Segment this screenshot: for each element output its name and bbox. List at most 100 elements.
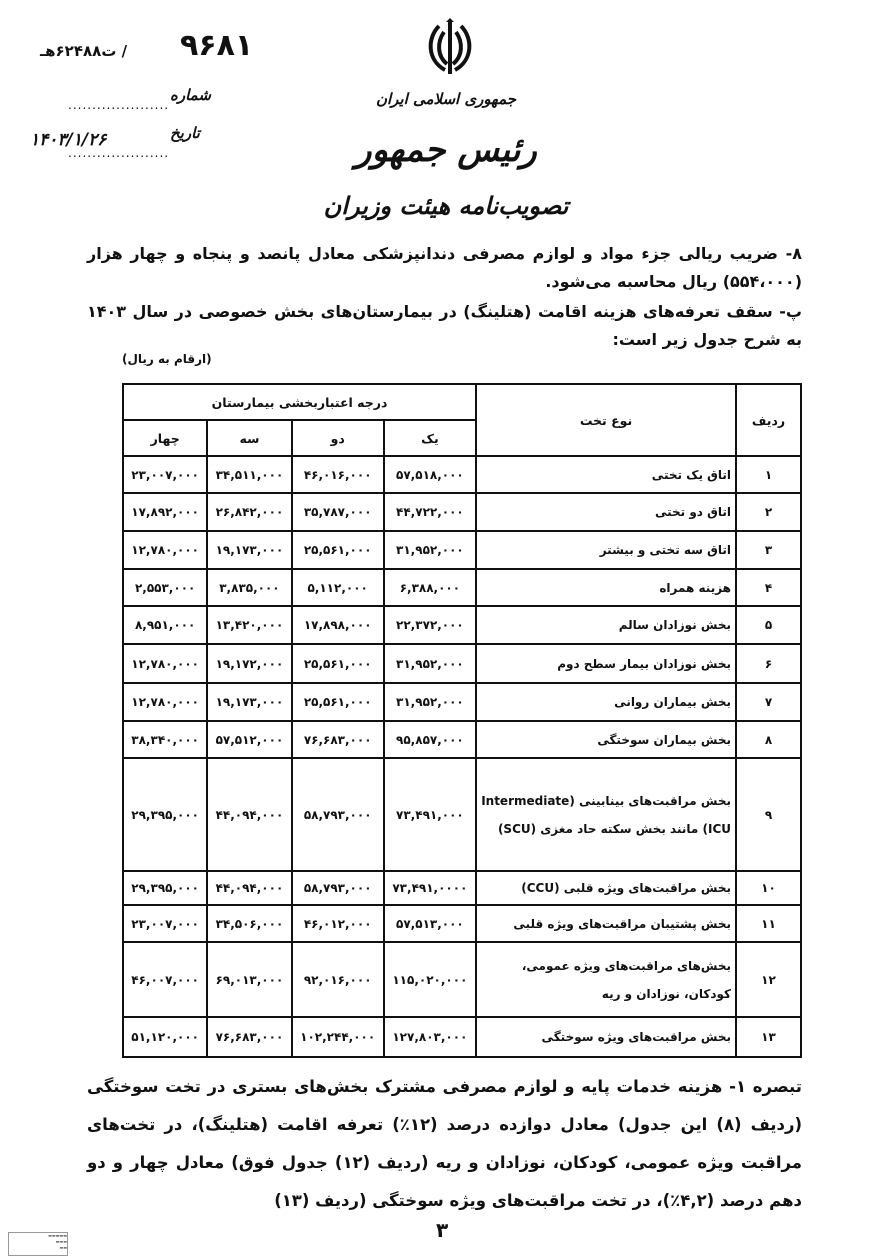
table-row: ۵ بخش نوزادان سالم ۲۲,۳۷۲,۰۰۰ ۱۷,۸۹۸,۰۰۰ ۱۳,…	[121, 605, 802, 645]
row-number: ۱۰	[735, 870, 802, 906]
bed-type: بخش بیماران روانی	[475, 682, 737, 722]
tariff-grade-3: ۴۴,۰۹۴,۰۰۰	[206, 757, 293, 872]
note-1: تبصره ۱- هزینه خدمات پایه و لوازم مصرفی …	[87, 1077, 802, 1210]
stamp-icon: ▬▬▬▬▬ ▬▬▬ ▬▬	[8, 1232, 68, 1256]
number-label: شماره	[170, 86, 211, 104]
clause-b: پ- سقف تعرفه‌های هزینه اقامت (هتلینگ) در…	[87, 302, 802, 349]
unit-note: (ارقام به ریال)	[122, 352, 212, 366]
row-number: ۳	[735, 530, 802, 570]
tariff-grade-3: ۴۴,۰۹۴,۰۰۰	[206, 870, 293, 906]
tariff-grade-2: ۷۶,۶۸۳,۰۰۰	[290, 720, 385, 759]
col-header-grade-3: سه	[206, 419, 293, 457]
col-header-grade-2: دو	[290, 419, 385, 457]
tariff-grade-1: ۷۳,۴۹۱,۰۰۰	[382, 757, 478, 872]
tariff-grade-4: ۲۳,۰۰۷,۰۰۰	[121, 455, 209, 494]
col-header-grade-1: یک	[382, 419, 478, 457]
tariff-grade-2: ۳۵,۷۸۷,۰۰۰	[290, 492, 385, 532]
row-number: ۹	[735, 757, 802, 872]
table-row: ۱۱ بخش پشتیبان مراقبت‌های ویژه قلبی ۵۷,۵۱۳…	[121, 904, 802, 943]
bed-type: بخش‌های مراقبت‌های ویژه عمومی، کودکان، ن…	[475, 941, 737, 1018]
tariff-grade-4: ۱۷,۸۹۲,۰۰۰	[121, 492, 209, 532]
bed-type: بخش مراقبت‌های ویژه سوختگی	[475, 1016, 737, 1058]
tariff-grade-1: ۷۳,۴۹۱,۰۰۰۰	[382, 870, 478, 906]
tariff-grade-2: ۴۶,۰۱۶,۰۰۰	[290, 455, 385, 494]
letter-number: ۹۶۸۱	[180, 28, 254, 63]
bed-type: بخش مراقبت‌های ویژه قلبی (CCU)	[475, 870, 737, 906]
table-row: ۳ اتاق سه تختی و بیشتر ۳۱,۹۵۲,۰۰۰ ۲۵,۵۶۱,۰۰…	[121, 530, 802, 570]
bed-type: بخش بیماران سوختگی	[475, 720, 737, 759]
bed-type: بخش مراقبت‌های بینابینی (Intermediate IC…	[475, 757, 737, 872]
number-dots: .....................	[68, 98, 170, 112]
tariff-grade-3: ۲۶,۸۴۲,۰۰۰	[206, 492, 293, 532]
tariff-grade-4: ۲۹,۳۹۵,۰۰۰	[121, 757, 209, 872]
col-header-grade-group: درجه اعتباربخشی بیمارستان	[122, 383, 477, 421]
bed-type: اتاق سه تختی و بیشتر	[475, 530, 737, 570]
table-row: ۶ بخش نوزادان بیمار سطح دوم ۳۱,۹۵۲,۰۰۰ ۲۵,۵…	[121, 643, 802, 684]
tariff-grade-2: ۲۵,۵۶۱,۰۰۰	[290, 530, 385, 570]
tariff-grade-3: ۳۴,۵۰۶,۰۰۰	[206, 904, 293, 943]
tariff-grade-3: ۳۴,۵۱۱,۰۰۰	[206, 455, 293, 494]
tariff-grade-2: ۲۵,۵۶۱,۰۰۰	[290, 643, 385, 684]
country-name: جمهوری اسلامی ایران	[375, 90, 517, 108]
tariff-grade-1: ۱۲۷,۸۰۳,۰۰۰	[382, 1016, 478, 1058]
tariff-grade-1: ۳۱,۹۵۲,۰۰۰	[382, 682, 478, 722]
table-row: ۲ اتاق دو تختی ۴۴,۷۲۲,۰۰۰ ۳۵,۷۸۷,۰۰۰ ۲۶,۸۴۲,…	[121, 492, 802, 532]
tariff-grade-3: ۳,۸۳۵,۰۰۰	[206, 568, 293, 607]
table-row: ۷ بخش بیماران روانی ۳۱,۹۵۲,۰۰۰ ۲۵,۵۶۱,۰۰۰ ۱۹…	[121, 682, 802, 722]
tariff-grade-1: ۱۱۵,۰۲۰,۰۰۰	[382, 941, 478, 1018]
bed-type: اتاق دو تختی	[475, 492, 737, 532]
tariff-grade-3: ۵۷,۵۱۲,۰۰۰	[206, 720, 293, 759]
tariff-grade-4: ۴۶,۰۰۷,۰۰۰	[121, 941, 209, 1018]
tariff-grade-3: ۷۶,۶۸۳,۰۰۰	[206, 1016, 293, 1058]
bed-type: اتاق یک تختی	[475, 455, 737, 494]
tariff-grade-2: ۵,۱۱۲,۰۰۰	[290, 568, 385, 607]
tariff-grade-2: ۵۸,۷۹۳,۰۰۰	[290, 870, 385, 906]
tariff-grade-4: ۱۲,۷۸۰,۰۰۰	[121, 643, 209, 684]
tariff-grade-2: ۹۲,۰۱۶,۰۰۰	[290, 941, 385, 1018]
bed-type: هزینه همراه	[475, 568, 737, 607]
table-row: ۱ اتاق یک تختی ۵۷,۵۱۸,۰۰۰ ۴۶,۰۱۶,۰۰۰ ۳۴,۵۱۱,…	[121, 455, 802, 494]
tariff-grade-3: ۱۹,۱۷۳,۰۰۰	[206, 682, 293, 722]
row-number: ۱۳	[735, 1016, 802, 1058]
clause-8: ۸- ضریب ریالی جزء مواد و لوازم مصرفی دند…	[87, 244, 802, 291]
bed-type: بخش نوزادان سالم	[475, 605, 737, 645]
date-label: تاریخ	[170, 124, 200, 142]
row-number: ۱۲	[735, 941, 802, 1018]
tariff-grade-4: ۱۲,۷۸۰,۰۰۰	[121, 682, 209, 722]
iran-emblem-icon	[428, 18, 472, 74]
tariff-grade-1: ۵۷,۵۱۳,۰۰۰	[382, 904, 478, 943]
tariff-grade-4: ۳۸,۳۴۰,۰۰۰	[121, 720, 209, 759]
tariff-grade-4: ۲۳,۰۰۷,۰۰۰	[121, 904, 209, 943]
tariff-grade-1: ۹۵,۸۵۷,۰۰۰	[382, 720, 478, 759]
tariff-grade-3: ۱۹,۱۷۲,۰۰۰	[206, 643, 293, 684]
page-number: ۳	[436, 1218, 449, 1242]
tariff-grade-2: ۱۰۲,۲۴۴,۰۰۰	[290, 1016, 385, 1058]
bed-type: بخش پشتیبان مراقبت‌های ویژه قلبی	[475, 904, 737, 943]
row-number: ۱۱	[735, 904, 802, 943]
tariff-grade-1: ۲۲,۳۷۲,۰۰۰	[382, 605, 478, 645]
col-header-grade-4: چهار	[121, 419, 209, 457]
row-number: ۷	[735, 682, 802, 722]
tariff-grade-4: ۲,۵۵۳,۰۰۰	[121, 568, 209, 607]
col-header-row: ردیف	[735, 383, 802, 457]
tariff-grade-2: ۴۶,۰۱۲,۰۰۰	[290, 904, 385, 943]
row-number: ۶	[735, 643, 802, 684]
row-number: ۴	[735, 568, 802, 607]
tariff-grade-1: ۶,۳۸۸,۰۰۰	[382, 568, 478, 607]
tariff-grade-3: ۱۳,۴۲۰,۰۰۰	[206, 605, 293, 645]
tariff-grade-4: ۱۲,۷۸۰,۰۰۰	[121, 530, 209, 570]
table-row: ۱۲ بخش‌های مراقبت‌های ویژه عمومی، کودکان،…	[121, 941, 802, 1018]
tariff-grade-3: ۱۹,۱۷۳,۰۰۰	[206, 530, 293, 570]
table-row: ۸ بخش بیماران سوختگی ۹۵,۸۵۷,۰۰۰ ۷۶,۶۸۳,۰۰۰ ۵…	[121, 720, 802, 759]
row-number: ۲	[735, 492, 802, 532]
table-row: ۱۳ بخش مراقبت‌های ویژه سوختگی ۱۲۷,۸۰۳,۰۰۰ ۱…	[121, 1016, 802, 1058]
row-number: ۸	[735, 720, 802, 759]
tariff-grade-2: ۲۵,۵۶۱,۰۰۰	[290, 682, 385, 722]
hoteling-tariff-table: ردیف نوع تخت درجه اعتباربخشی بیمارستان ی…	[121, 383, 802, 1058]
table-row: ۹ بخش مراقبت‌های بینابینی (Intermediate I…	[121, 757, 802, 872]
tariff-grade-1: ۳۱,۹۵۲,۰۰۰	[382, 530, 478, 570]
col-header-type: نوع تخت	[475, 383, 737, 457]
reference-number: ت۶۲۴۸۸هـ /	[40, 42, 128, 60]
tariff-grade-2: ۱۷,۸۹۸,۰۰۰	[290, 605, 385, 645]
letter-number-block: ۹۶۸۱ ت۶۲۴۸۸هـ / شماره ..................…	[30, 28, 260, 160]
